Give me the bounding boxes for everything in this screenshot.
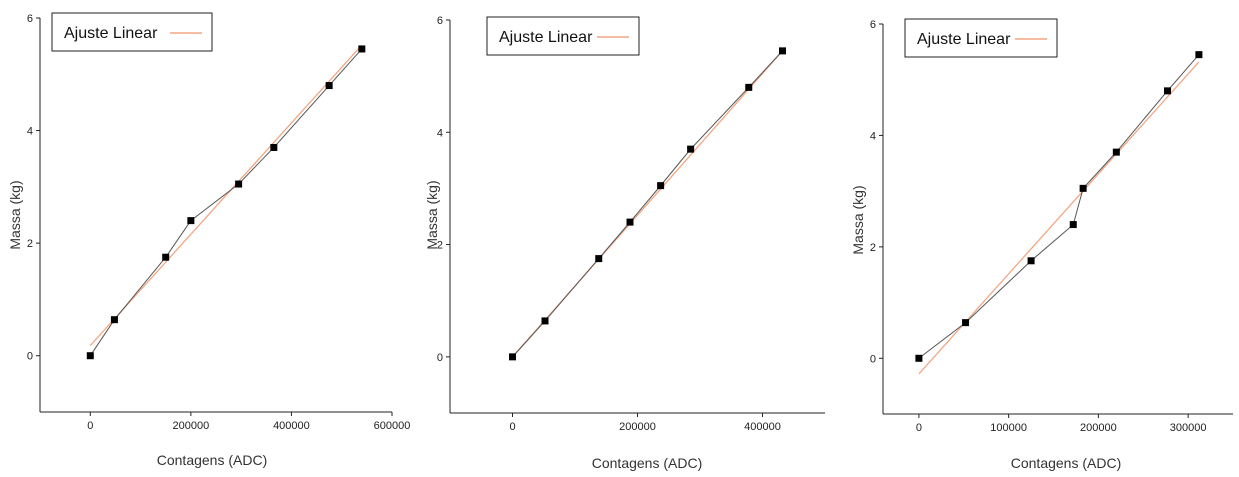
chart-2-y-tick-label-2: 4 bbox=[437, 127, 443, 139]
chart-3-x-tick-label-3: 300000 bbox=[1170, 422, 1207, 434]
chart-3-data-point-2 bbox=[1027, 257, 1035, 265]
chart-3-y-axis-title: Massa (kg) bbox=[850, 185, 866, 254]
chart-1-data-point-5 bbox=[270, 143, 278, 151]
chart-1-x-tick-label-2: 400000 bbox=[273, 420, 310, 432]
chart-1-svg: 0 2 4 6 0 200000 400000 600000 Contagens (ADC) Ma… bbox=[7, 12, 411, 468]
chart-2-data-point-7 bbox=[779, 47, 786, 55]
chart-3-y-tick-label-3: 6 bbox=[870, 19, 876, 31]
chart-1-y-tick-label-3: 6 bbox=[27, 13, 33, 25]
chart-3-series-line bbox=[918, 54, 1200, 359]
chart-3-legend-box bbox=[904, 18, 1058, 58]
chart-3-x-tick-label-0: 0 bbox=[916, 422, 922, 434]
chart-1-x-tick-label-3: 600000 bbox=[374, 420, 411, 432]
chart-2-x-axis-title: Contagens (ADC) bbox=[592, 455, 703, 471]
chart-3-data-point-5 bbox=[1112, 148, 1120, 156]
chart-1-y-tick-label-2: 4 bbox=[27, 126, 33, 138]
chart-2-y-tick-label-3: 6 bbox=[437, 15, 443, 27]
chart-1-data-point-1 bbox=[110, 316, 118, 324]
chart-2-y-tick-label-1: 2 bbox=[437, 240, 443, 252]
chart-3-y-tick-label-1: 2 bbox=[870, 242, 876, 254]
chart-3-svg: 0 2 4 6 0 100000 200000 300000 Contagens (ADC) Ma… bbox=[850, 18, 1233, 471]
chart-1-legend-label: Ajuste Linear bbox=[64, 25, 158, 42]
chart-2-y-tick-label-0: 0 bbox=[437, 352, 443, 364]
chart-1-data-point-2 bbox=[162, 253, 170, 261]
chart-1-data-point-3 bbox=[187, 217, 195, 225]
chart-2-data-point-0 bbox=[509, 353, 516, 361]
chart-2-data-point-2 bbox=[595, 255, 603, 263]
chart-3-x-tick-label-1: 100000 bbox=[990, 422, 1027, 434]
chart-panel-2: 0 2 4 6 0 200000 400000 Contagens (ADC) Massa (k… bbox=[415, 0, 830, 477]
chart-2-svg: 0 2 4 6 0 200000 400000 Contagens (ADC) Massa (k… bbox=[424, 15, 825, 471]
chart-1-x-tick-label-1: 200000 bbox=[172, 420, 209, 432]
chart-1-data-point-4 bbox=[235, 180, 243, 188]
chart-3-data-point-1 bbox=[962, 319, 970, 327]
chart-3-data-point-3 bbox=[1069, 221, 1077, 229]
chart-1-fit-line bbox=[89, 44, 363, 347]
chart-3-data-point-7 bbox=[1195, 51, 1203, 59]
chart-1-y-axis-title: Massa (kg) bbox=[7, 180, 23, 249]
chart-2-data-point-3 bbox=[626, 218, 634, 226]
chart-3-data-point-6 bbox=[1163, 87, 1171, 95]
chart-2-data-point-4 bbox=[657, 182, 665, 190]
chart-1-series-line bbox=[89, 48, 363, 356]
chart-2-legend-label: Ajuste Linear bbox=[499, 29, 593, 46]
chart-1-legend-box bbox=[51, 12, 213, 52]
chart-3-y-tick-label-2: 4 bbox=[870, 130, 876, 142]
chart-3-x-tick-label-2: 200000 bbox=[1080, 422, 1117, 434]
chart-2-x-tick-label-1: 200000 bbox=[619, 421, 656, 433]
chart-3-legend-label: Ajuste Linear bbox=[917, 31, 1011, 48]
chart-2-data-point-1 bbox=[541, 317, 549, 325]
chart-3-x-axis-title: Contagens (ADC) bbox=[1011, 455, 1122, 471]
chart-1-x-tick-label-0: 0 bbox=[87, 420, 93, 432]
chart-2-data-point-5 bbox=[687, 145, 695, 153]
chart-1-y-tick-label-0: 0 bbox=[27, 351, 33, 363]
chart-1-data-point-7 bbox=[358, 45, 366, 53]
chart-3-data-point-0 bbox=[915, 354, 923, 362]
chart-panel-3: 0 2 4 6 0 100000 200000 300000 Contagens (ADC) Ma… bbox=[835, 0, 1239, 477]
chart-2-legend-box bbox=[486, 16, 640, 56]
chart-2-data-point-6 bbox=[745, 83, 753, 91]
chart-2-x-tick-label-2: 400000 bbox=[744, 421, 781, 433]
chart-3-fit-line bbox=[918, 61, 1200, 375]
chart-2-x-tick-label-0: 0 bbox=[509, 421, 515, 433]
chart-panel-1: 0 2 4 6 0 200000 400000 600000 Contagens (ADC) Ma… bbox=[0, 0, 410, 477]
chart-2-y-axis-title: Massa (kg) bbox=[424, 180, 440, 249]
chart-2-series-line bbox=[512, 50, 783, 358]
chart-3-y-tick-label-0: 0 bbox=[870, 353, 876, 365]
chart-3-data-point-4 bbox=[1079, 184, 1087, 192]
chart-1-data-point-6 bbox=[325, 82, 333, 90]
chart-1-y-tick-label-1: 2 bbox=[27, 238, 33, 250]
chart-1-data-point-0 bbox=[86, 352, 94, 360]
chart-1-x-axis-title: Contagens (ADC) bbox=[157, 452, 268, 468]
